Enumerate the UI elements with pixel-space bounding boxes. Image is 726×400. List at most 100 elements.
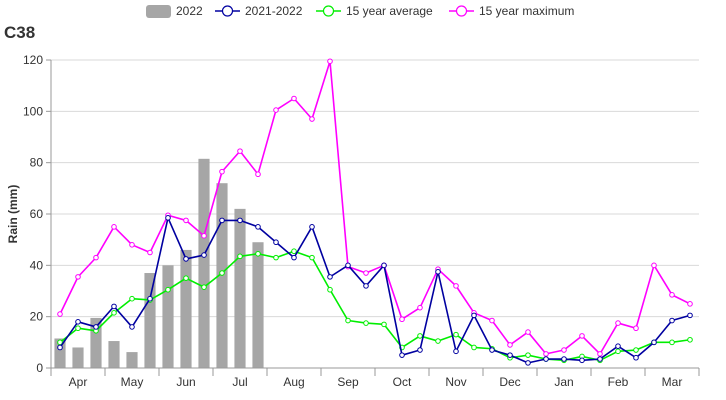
point-15-year-average-10 [219,270,225,276]
point-15-year-maximum-27 [525,329,531,335]
point-15-year-maximum-25 [489,317,495,324]
legend-label-15-year-average[interactable]: 15 year average [346,4,433,18]
point-15-year-maximum-10 [219,168,225,175]
point-2021-2022-2 [75,319,81,325]
point-15-year-maximum-28 [543,351,549,357]
point-15-year-average-17 [345,317,351,324]
bar-2022-11 [234,208,246,368]
point-2021-2022-29 [561,356,567,362]
point-15-year-maximum-1 [57,311,63,317]
point-15-year-maximum-9 [201,233,207,239]
y-tick-label-80: 80 [30,156,44,170]
y-tick-label-40: 40 [30,258,44,272]
x-tick-label-mar: Mar [662,375,683,389]
point-15-year-average-19 [381,321,387,328]
x-tick-label-sep: Sep [337,375,359,389]
point-15-year-average-1 [57,339,63,346]
point-2021-2022-11 [237,217,243,224]
point-15-year-maximum-12 [255,171,261,178]
point-15-year-maximum-26 [507,342,513,348]
x-tick-label-dec: Dec [499,375,520,389]
point-15-year-average-27 [525,352,531,358]
series-line-15-year-maximum [59,60,691,355]
point-15-year-maximum-30 [579,333,585,339]
point-2021-2022-23 [453,348,459,355]
point-15-year-average-15 [309,254,315,261]
bar-2022-12 [252,242,264,368]
point-2021-2022-17 [345,262,351,269]
legend-swatch-2022[interactable] [146,5,171,18]
legend-label-15-year-maximum[interactable]: 15 year maximum [479,4,574,18]
legend: 2022 2021-2022 15 year average 15 year maxi… [146,4,574,18]
bar-2022-6 [144,273,156,368]
point-15-year-maximum-34 [651,262,657,269]
point-15-year-average-22 [435,338,441,344]
point-15-year-average-11 [237,253,243,260]
point-2021-2022-26 [507,352,513,358]
legend-marker-2021-2022[interactable] [221,5,234,17]
bar-2022-9 [198,158,210,368]
point-2021-2022-25 [489,347,495,353]
legend-label-2021-2022[interactable]: 2021-2022 [245,4,303,18]
x-tick-label-jul: Jul [232,375,247,389]
point-15-year-average-14 [291,248,297,255]
point-15-year-maximum-32 [615,320,621,326]
point-2021-2022-14 [291,254,297,261]
line-layer [57,58,693,366]
point-2021-2022-34 [651,339,657,346]
bar-2022-4 [108,341,120,368]
point-2021-2022-10 [219,217,225,224]
point-2021-2022-21 [417,347,423,353]
point-15-year-maximum-31 [597,351,603,357]
point-2021-2022-3 [93,324,99,330]
point-2021-2022-32 [615,343,621,349]
point-2021-2022-15 [309,224,315,230]
bar-2022-3 [90,317,102,368]
point-15-year-average-32 [615,348,621,355]
point-2021-2022-19 [381,262,387,269]
point-2021-2022-9 [201,252,207,258]
point-15-year-average-12 [255,250,261,257]
point-15-year-average-24 [471,344,477,351]
point-15-year-maximum-3 [93,254,99,261]
point-2021-2022-22 [435,268,441,275]
series-line-2021-2022 [59,217,691,364]
point-15-year-maximum-15 [309,116,315,122]
point-2021-2022-1 [57,344,63,351]
point-15-year-average-8 [183,275,189,281]
legend-marker-15-year-average[interactable] [322,5,335,17]
legend-label-2022[interactable]: 2022 [176,4,203,18]
bar-2022-7 [162,265,174,368]
point-15-year-maximum-4 [111,224,117,230]
point-2021-2022-13 [273,239,279,246]
x-tick-label-aug: Aug [283,375,304,389]
point-2021-2022-36 [687,312,693,319]
x-tick-label-jan: Jan [554,375,573,389]
x-tick-label-oct: Oct [393,375,412,389]
point-15-year-average-23 [453,331,459,338]
series-line-15-year-average [59,250,691,362]
point-15-year-maximum-16 [327,58,333,65]
point-15-year-average-13 [273,254,279,261]
point-2021-2022-12 [255,224,261,230]
bar-2022-1 [54,338,66,368]
x-tick-label-jun: Jun [176,375,195,389]
y-tick-label-100: 100 [23,104,43,118]
x-tick-label-may: May [121,375,144,389]
point-2021-2022-33 [633,354,639,361]
point-15-year-maximum-13 [273,107,279,113]
legend-marker-15-year-maximum[interactable] [455,5,468,17]
point-2021-2022-24 [471,312,477,319]
bar-2022-2 [72,347,84,368]
point-15-year-maximum-14 [291,95,297,102]
point-15-year-average-5 [129,295,135,302]
point-15-year-maximum-21 [417,304,423,311]
axis-layer: 0 20 40 60 80 100 120 Apr May Jun Jul Aug Sep Oct Nov D… [23,53,700,389]
point-15-year-average-18 [363,320,369,326]
y-tick-label-20: 20 [30,310,44,324]
point-15-year-maximum-33 [633,325,639,332]
point-2021-2022-28 [543,356,549,362]
point-15-year-maximum-11 [237,148,243,154]
x-tick-label-apr: Apr [69,375,88,389]
